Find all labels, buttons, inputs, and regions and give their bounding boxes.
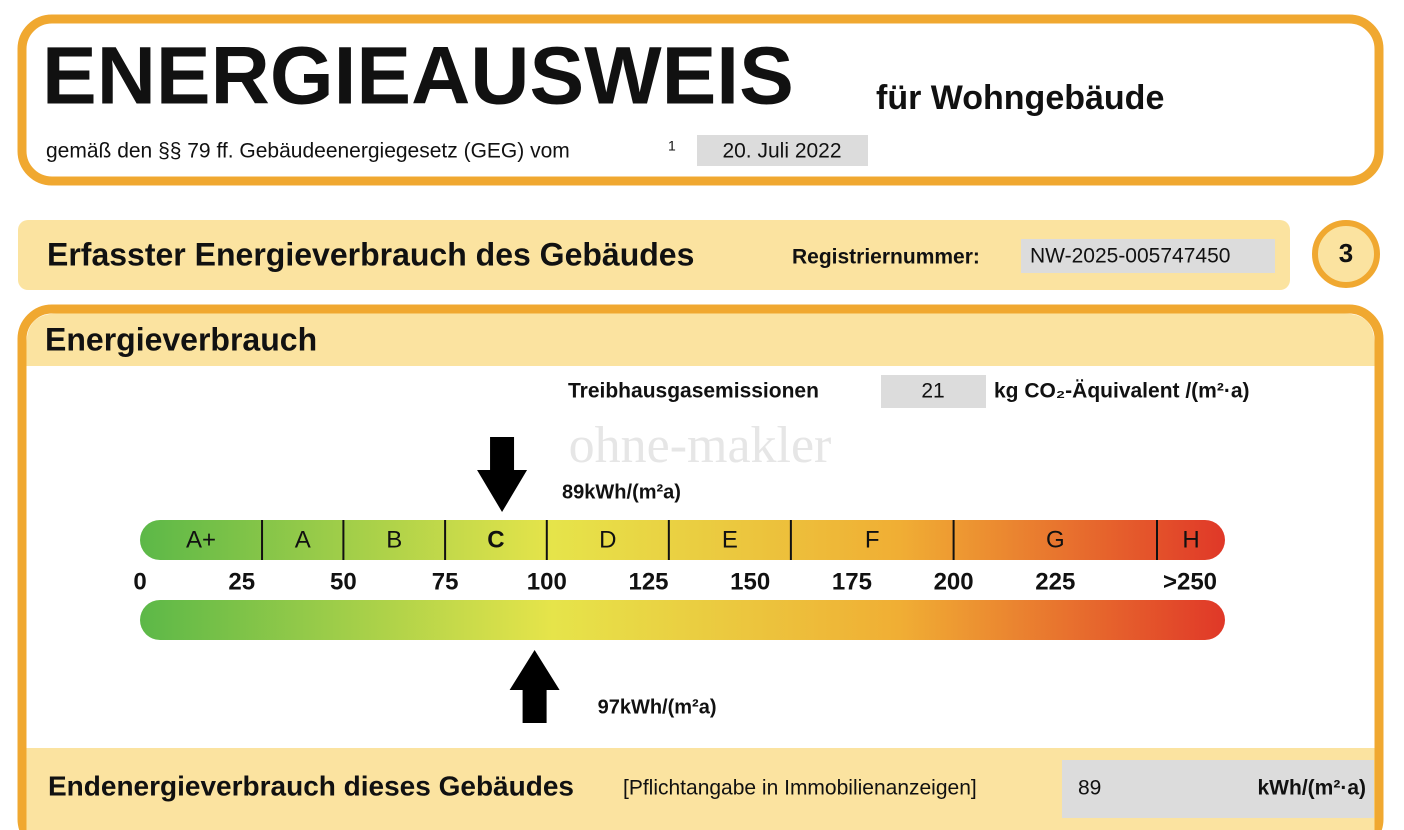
- tick-label: 0: [133, 568, 146, 595]
- watermark: ohne-makler: [569, 417, 832, 474]
- primary-energy-label: 97kWh/(m²a): [598, 696, 717, 718]
- tick-label: >250: [1163, 568, 1217, 595]
- panel-box: [17, 304, 1384, 830]
- class-label: D: [599, 526, 616, 553]
- title: ENERGIEAUSWEIS: [42, 31, 794, 122]
- page-number: 3: [1339, 238, 1353, 268]
- registration-box: [1021, 239, 1275, 273]
- section-title: Erfasster Energieverbrauch des Gebäudes: [47, 236, 694, 272]
- tick-label: 75: [432, 568, 459, 595]
- gradient-bar: [140, 600, 1225, 640]
- page-badge: [1312, 220, 1380, 288]
- date: 20. Juli 2022: [722, 140, 841, 163]
- tick-label: 125: [628, 568, 668, 595]
- tick-label: 225: [1035, 568, 1075, 595]
- footer-value-box: [1062, 760, 1374, 818]
- class-label: A+: [186, 526, 216, 553]
- registration-number: NW-2025-005747450: [1030, 245, 1230, 268]
- section-bar: [18, 220, 1290, 290]
- emissions-value: 21: [921, 380, 944, 403]
- date-box: [697, 135, 868, 166]
- class-label: C: [487, 526, 504, 553]
- class-label: H: [1182, 526, 1199, 553]
- tick-label: 50: [330, 568, 357, 595]
- end-energy-arrow: [477, 437, 528, 512]
- emissions-unit: kg CO₂-Äquivalent /(m²·a): [994, 380, 1250, 403]
- footer-note: [Pflichtangabe in Immobilienanzeigen]: [623, 777, 977, 800]
- class-label: G: [1046, 526, 1065, 553]
- footer-unit: kWh/(m²·a): [1258, 777, 1367, 800]
- panel-header: [26, 313, 1375, 366]
- tick-label: 150: [730, 568, 770, 595]
- tick-label: 100: [527, 568, 567, 595]
- class-label: F: [865, 526, 880, 553]
- tick-label: 25: [228, 568, 255, 595]
- class-label: E: [722, 526, 738, 553]
- emissions-label: Treibhausgasemissionen: [568, 380, 819, 403]
- footer-value: 89: [1078, 777, 1101, 800]
- tick-label: 175: [832, 568, 872, 595]
- tick-label: 200: [934, 568, 974, 595]
- footnote: 1: [668, 138, 676, 154]
- subtitle: für Wohngebäude: [876, 79, 1164, 117]
- end-energy-label: 89kWh/(m²a): [562, 481, 681, 503]
- footer-label: Endenergieverbrauch dieses Gebäudes: [48, 770, 574, 801]
- class-label: B: [386, 526, 402, 553]
- panel-title: Energieverbrauch: [45, 321, 317, 357]
- basis: gemäß den §§ 79 ff. Gebäudeenergiegesetz…: [46, 140, 570, 163]
- class-label: A: [295, 526, 311, 553]
- header-box: [17, 14, 1384, 186]
- emissions-box: [881, 375, 986, 408]
- primary-energy-arrow: [509, 650, 560, 723]
- registration-label: Registriernummer:: [792, 246, 980, 269]
